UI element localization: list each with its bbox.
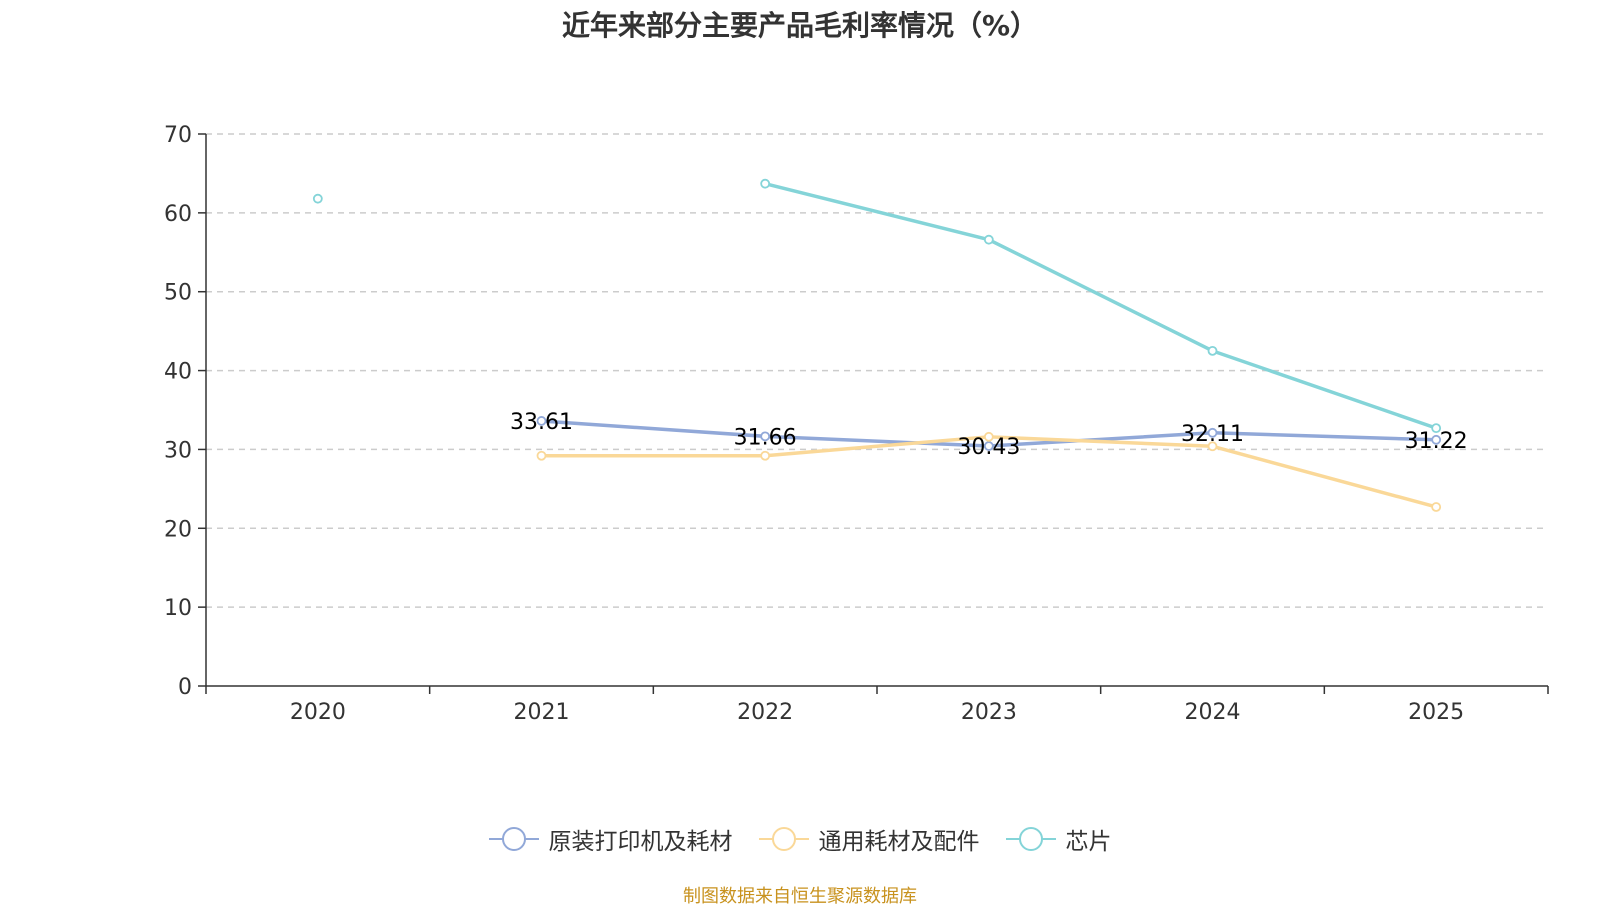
x-tick-label: 2024 xyxy=(1185,700,1241,725)
chart-title: 近年来部分主要产品毛利率情况（%） xyxy=(561,9,1039,42)
data-point xyxy=(760,450,771,461)
series-1 xyxy=(536,431,1442,512)
data-point xyxy=(983,431,994,442)
data-label: 31.66 xyxy=(734,425,797,450)
data-point xyxy=(536,416,547,426)
data-label: 33.61 xyxy=(510,410,573,435)
y-tick-label: 70 xyxy=(164,123,192,148)
data-point xyxy=(1207,427,1218,438)
legend-marker-icon xyxy=(758,827,809,851)
legend-item-generic-consumables[interactable]: 通用耗材及配件 xyxy=(758,822,980,856)
data-label: 32.11 xyxy=(1181,422,1244,447)
legend: 原装打印机及耗材 通用耗材及配件 芯片 xyxy=(0,822,1600,856)
legend-item-original-printers[interactable]: 原装打印机及耗材 xyxy=(488,822,733,856)
x-tick-label: 2025 xyxy=(1408,700,1464,725)
data-point xyxy=(1431,502,1442,512)
legend-marker-icon xyxy=(488,827,539,851)
data-point xyxy=(1431,423,1442,434)
data-point xyxy=(983,441,994,451)
data-point xyxy=(312,193,323,204)
data-point xyxy=(1431,434,1442,445)
data-label: 30.43 xyxy=(957,435,1020,460)
x-tick-label: 2021 xyxy=(514,700,570,725)
y-tick-label: 50 xyxy=(164,281,192,306)
data-label: 31.22 xyxy=(1405,429,1468,454)
y-tick-label: 40 xyxy=(164,360,192,385)
series-2 xyxy=(312,178,1442,434)
data-point xyxy=(536,450,547,461)
series-0 xyxy=(536,416,1442,451)
series-line xyxy=(763,181,1438,430)
data-point xyxy=(760,431,771,442)
data-point xyxy=(1207,345,1218,356)
y-tick-label: 0 xyxy=(178,675,192,700)
y-tick-label: 10 xyxy=(164,596,192,621)
data-source-note: 制图数据来自恒生聚源数据库 xyxy=(683,886,917,907)
legend-label: 芯片 xyxy=(1065,829,1112,855)
x-tick-label: 2022 xyxy=(737,700,793,725)
legend-item-chips[interactable]: 芯片 xyxy=(1005,822,1112,856)
y-tick-label: 20 xyxy=(164,517,192,542)
legend-label: 原装打印机及耗材 xyxy=(548,829,733,855)
data-point xyxy=(983,234,994,245)
x-tick-label: 2020 xyxy=(290,700,346,725)
y-tick-label: 30 xyxy=(164,438,192,463)
y-tick-label: 60 xyxy=(164,202,192,227)
x-tick-label: 2023 xyxy=(961,700,1017,725)
data-point xyxy=(1207,441,1218,452)
data-point xyxy=(760,178,771,189)
legend-marker-icon xyxy=(1005,827,1056,851)
legend-label: 通用耗材及配件 xyxy=(818,829,980,855)
